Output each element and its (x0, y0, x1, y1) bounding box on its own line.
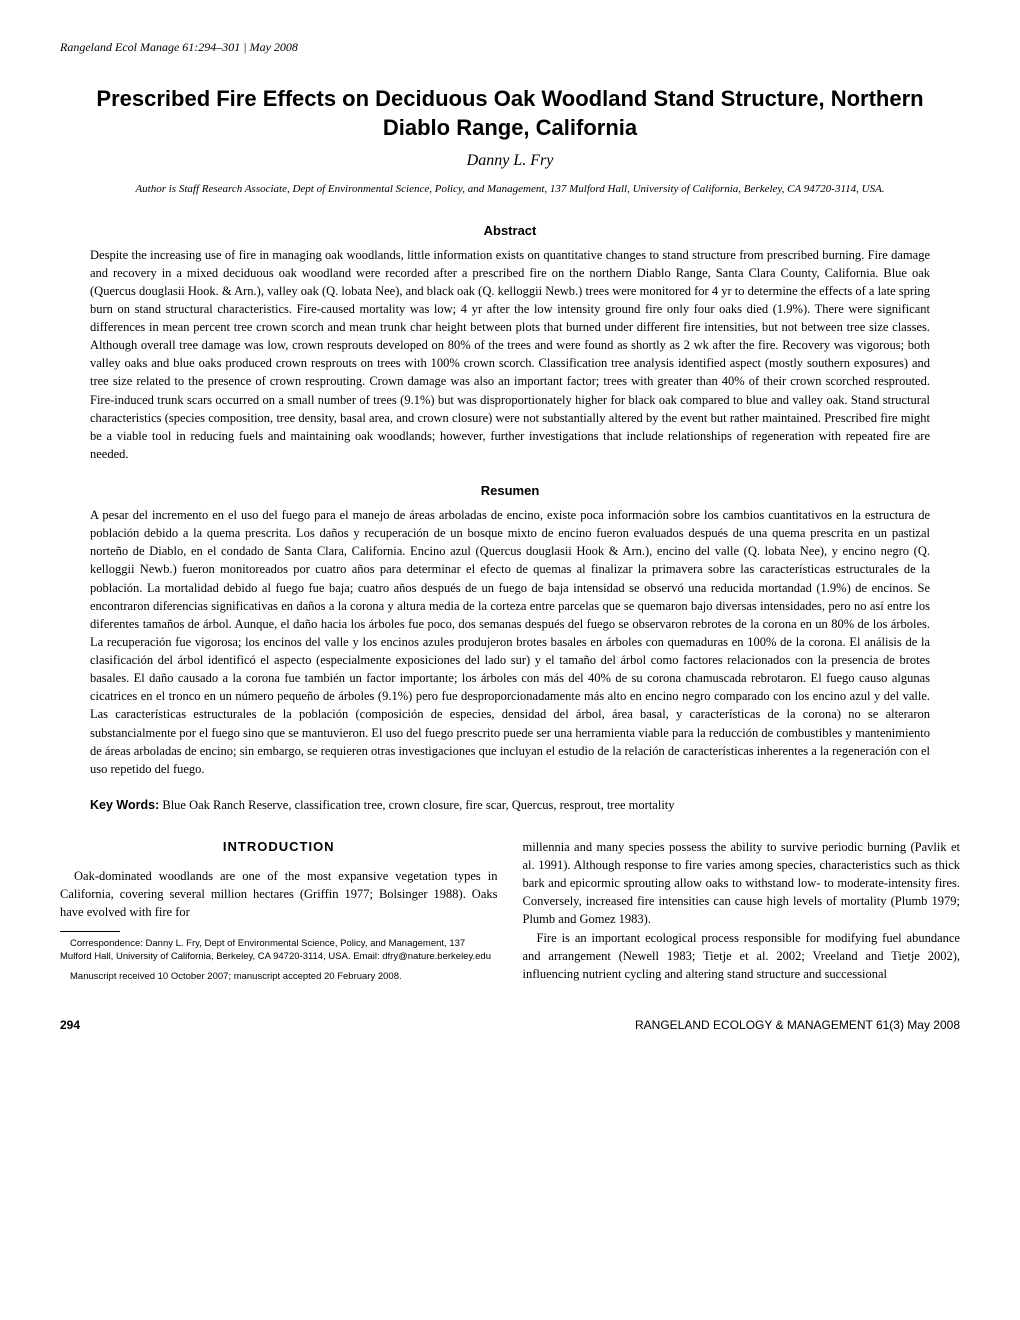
footnote-manuscript: Manuscript received 10 October 2007; man… (60, 970, 498, 983)
resumen-text: A pesar del incremento en el uso del fue… (90, 506, 930, 778)
left-column: INTRODUCTION Oak-dominated woodlands are… (60, 838, 498, 983)
footer-journal-info: RANGELAND ECOLOGY & MANAGEMENT 61(3) May… (635, 1018, 960, 1032)
two-column-layout: INTRODUCTION Oak-dominated woodlands are… (60, 838, 960, 983)
intro-paragraph-1: Oak-dominated woodlands are one of the m… (60, 867, 498, 921)
intro-paragraph-2: millennia and many species possess the a… (523, 838, 961, 929)
resumen-heading: Resumen (60, 483, 960, 498)
footnote-correspondence: Correspondence: Danny L. Fry, Dept of En… (60, 937, 498, 964)
introduction-heading: INTRODUCTION (60, 838, 498, 857)
author-affiliation: Author is Staff Research Associate, Dept… (60, 182, 960, 197)
keywords-text: Blue Oak Ranch Reserve, classification t… (159, 798, 674, 812)
keywords-label: Key Words: (90, 798, 159, 812)
footnote-divider (60, 931, 120, 932)
keywords-line: Key Words: Blue Oak Ranch Reserve, class… (90, 798, 930, 813)
abstract-text: Despite the increasing use of fire in ma… (90, 246, 930, 464)
journal-header: Rangeland Ecol Manage 61:294–301 | May 2… (60, 40, 960, 55)
abstract-heading: Abstract (60, 223, 960, 238)
page-footer: 294 RANGELAND ECOLOGY & MANAGEMENT 61(3)… (60, 1018, 960, 1032)
page-number: 294 (60, 1018, 80, 1032)
intro-paragraph-3: Fire is an important ecological process … (523, 929, 961, 983)
author-name: Danny L. Fry (60, 152, 960, 170)
article-title: Prescribed Fire Effects on Deciduous Oak… (60, 85, 960, 142)
right-column: millennia and many species possess the a… (523, 838, 961, 983)
